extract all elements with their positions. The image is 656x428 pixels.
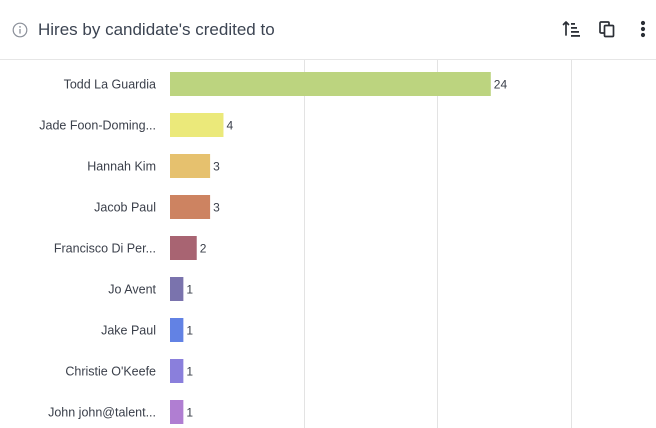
sort-ascending-icon (562, 21, 580, 37)
copy-icon (599, 21, 615, 38)
more-options-button[interactable] (632, 18, 654, 40)
bar[interactable] (170, 195, 211, 219)
bar-chart-svg: Todd La Guardia 24 Jade Foon-Doming... 4 Han… (39, 60, 572, 428)
sort-button[interactable] (561, 18, 583, 40)
value-label: 1 (186, 406, 193, 420)
category-label: John john@talent... (48, 406, 156, 420)
bar-chart: Todd La Guardia 24 Jade Foon-Doming... 4 Han… (0, 60, 656, 428)
category-label: Jacob Paul (94, 201, 156, 215)
bar[interactable] (170, 72, 491, 96)
value-label: 1 (186, 283, 193, 297)
bar[interactable] (170, 154, 211, 178)
category-label: Todd La Guardia (64, 78, 156, 92)
chart-header: Hires by candidate's credited to (0, 0, 656, 60)
value-label: 2 (200, 242, 207, 256)
bar[interactable] (170, 318, 184, 342)
value-label: 1 (186, 324, 193, 338)
bar[interactable] (170, 113, 224, 137)
category-label: Christie O'Keefe (65, 365, 156, 379)
value-label: 3 (213, 201, 220, 215)
bar[interactable] (170, 359, 184, 383)
value-label: 3 (213, 160, 220, 174)
value-label: 24 (494, 78, 508, 92)
chart-title: Hires by candidate's credited to (38, 20, 275, 39)
value-label: 4 (226, 119, 233, 133)
bar[interactable] (170, 236, 197, 260)
info-icon[interactable] (12, 22, 28, 38)
category-label: Hannah Kim (87, 160, 156, 174)
bar[interactable] (170, 400, 184, 424)
more-vertical-icon (640, 20, 646, 38)
value-label: 1 (186, 365, 193, 379)
category-label: Jake Paul (101, 324, 156, 338)
category-label: Jade Foon-Doming... (39, 119, 156, 133)
category-label: Francisco Di Per... (54, 242, 156, 256)
bar[interactable] (170, 277, 184, 301)
category-label: Jo Avent (108, 283, 156, 297)
copy-button[interactable] (596, 18, 618, 40)
